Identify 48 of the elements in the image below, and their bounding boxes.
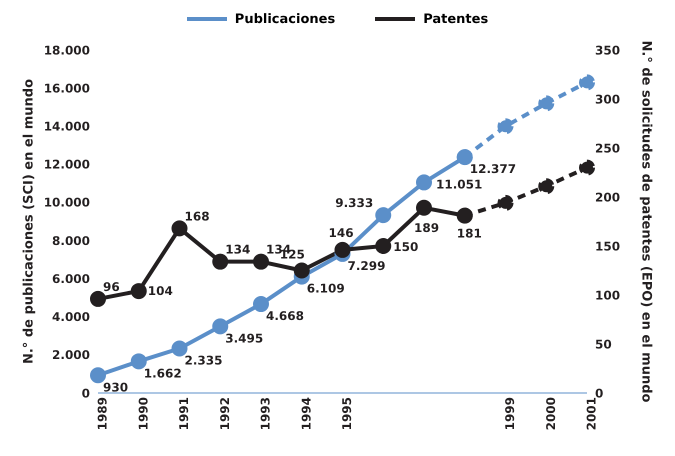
y-tick-label: 4.000 bbox=[52, 310, 90, 324]
data-label: 104 bbox=[148, 284, 173, 298]
y2-tick-label: 200 bbox=[595, 190, 620, 204]
y2-axis-title: N.° de solicitudes de patentes (EPO) en el mundo bbox=[638, 40, 654, 403]
data-label: 96 bbox=[103, 280, 120, 294]
y2-tick-label: 150 bbox=[595, 239, 620, 254]
data-label: 6.109 bbox=[306, 282, 345, 296]
y-tick-label: 10.000 bbox=[44, 196, 90, 210]
x-tick-label: 1994 bbox=[299, 397, 314, 430]
x-tick-label: 1995 bbox=[340, 397, 354, 430]
x-tick-label: 1989 bbox=[96, 397, 110, 430]
legend-label: Patentes bbox=[422, 12, 488, 26]
y-tick-label: 14.000 bbox=[44, 119, 90, 134]
data-label: 1.662 bbox=[144, 366, 182, 380]
y-tick-label: 8.000 bbox=[52, 234, 90, 248]
x-tick-label: 1993 bbox=[258, 397, 273, 430]
legend-label: Publicaciones bbox=[234, 12, 336, 26]
data-label: 9.333 bbox=[335, 196, 374, 210]
x-tick-label: 1999 bbox=[503, 397, 518, 430]
y2-tick-label: 300 bbox=[595, 92, 620, 106]
data-label: 7.299 bbox=[348, 258, 386, 273]
x-tick-label: 1991 bbox=[177, 397, 192, 430]
y2-tick-label: 350 bbox=[595, 43, 620, 58]
x-tick-label: 2000 bbox=[544, 397, 558, 430]
data-label: 189 bbox=[414, 220, 440, 235]
data-label: 3.495 bbox=[225, 331, 264, 346]
data-label: 146 bbox=[328, 226, 354, 240]
y-tick-label: 6.000 bbox=[52, 272, 90, 286]
data-label: 150 bbox=[393, 240, 418, 254]
data-label: 930 bbox=[103, 380, 128, 394]
y-axis-title: N.° de publicaciones (SCI) en el mundo bbox=[22, 78, 37, 364]
y-tick-label: 0 bbox=[82, 386, 90, 400]
x-tick-label: 1992 bbox=[218, 397, 232, 430]
data-label: 168 bbox=[184, 209, 210, 224]
data-label: 134 bbox=[225, 242, 250, 257]
data-label: 11.051 bbox=[436, 177, 482, 192]
x-tick-label: 1990 bbox=[136, 397, 150, 430]
data-label: 4.668 bbox=[266, 309, 304, 324]
data-label: 181 bbox=[456, 226, 482, 241]
y-tick-label: 16.000 bbox=[44, 81, 90, 96]
y2-tick-label: 100 bbox=[595, 288, 620, 302]
y-tick-label: 2.000 bbox=[52, 348, 90, 362]
y2-tick-label: 50 bbox=[595, 337, 612, 352]
y2-tick-label: 250 bbox=[595, 141, 620, 156]
y-tick-label: 12.000 bbox=[44, 158, 90, 172]
y-tick-label: 18.000 bbox=[44, 43, 90, 58]
data-label: 12.377 bbox=[470, 162, 516, 176]
data-label: 2.335 bbox=[184, 354, 222, 368]
